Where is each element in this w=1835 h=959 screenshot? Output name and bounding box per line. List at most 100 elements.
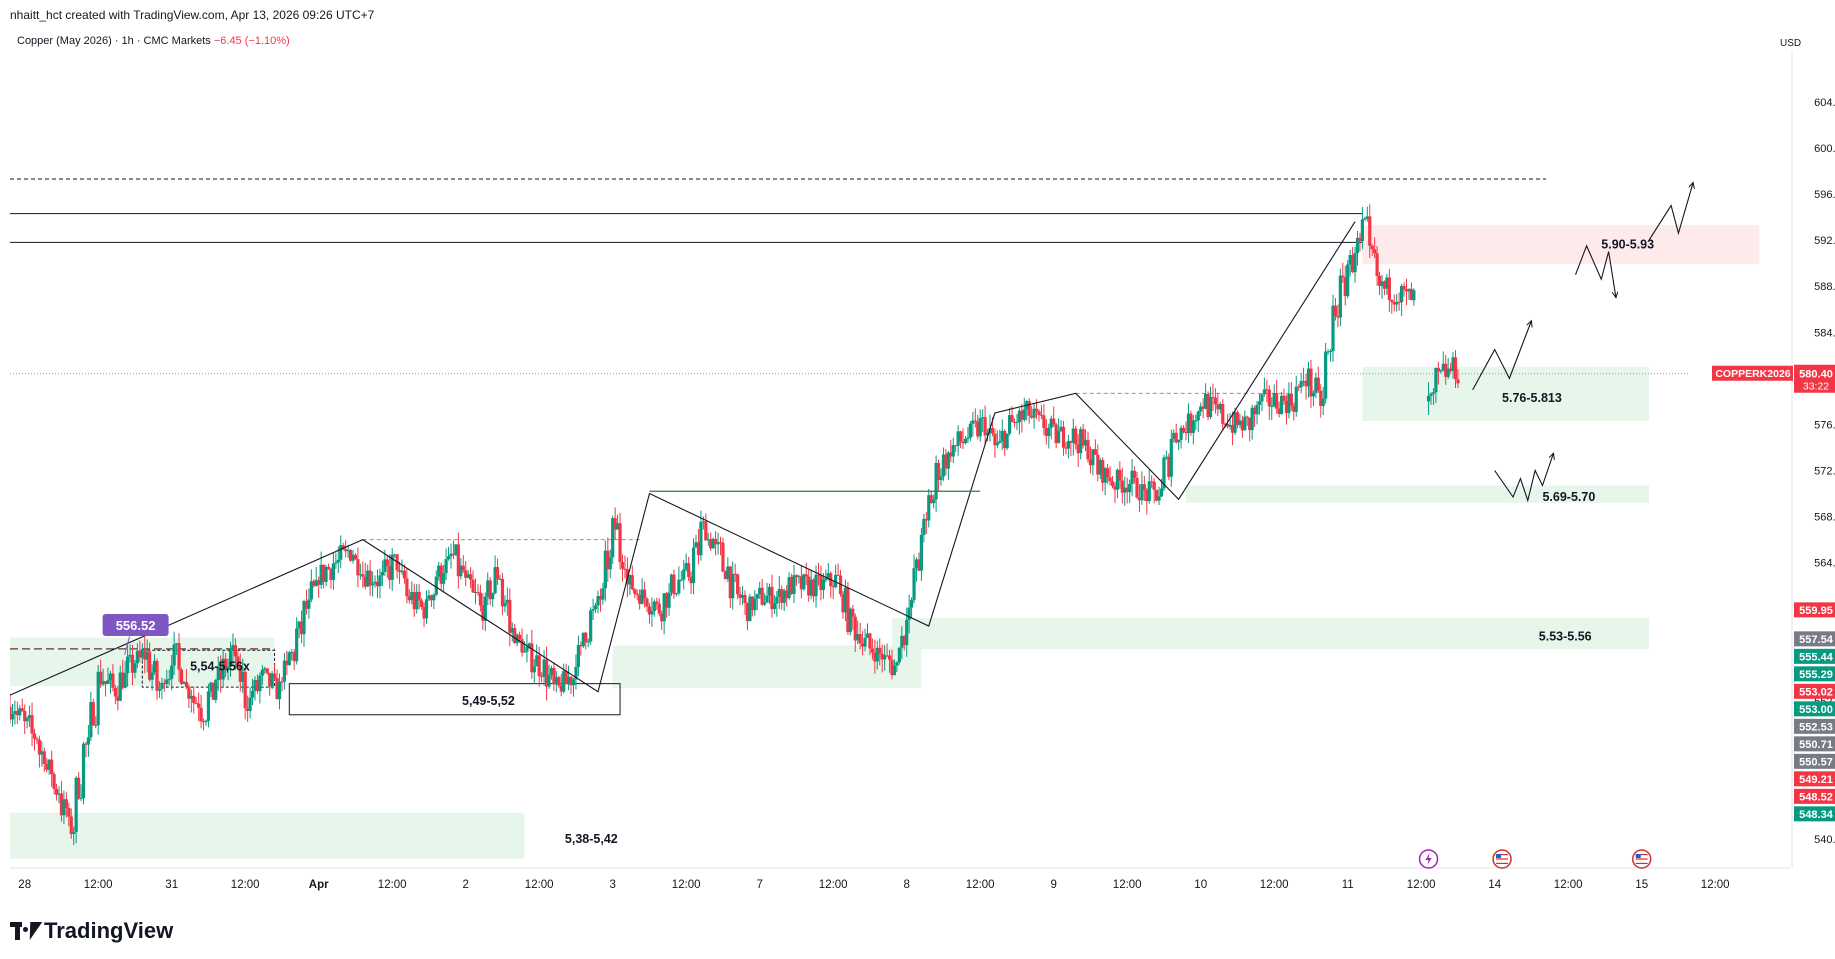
price-label-text: 553.00	[1799, 704, 1833, 716]
x-tick-label: 28	[18, 879, 31, 891]
candle-body	[1213, 397, 1217, 405]
candles-group	[10, 204, 1460, 845]
candle-body	[52, 774, 56, 789]
candle-body	[1365, 216, 1369, 219]
price-label-box	[1794, 631, 1835, 647]
candle-body	[1204, 393, 1208, 409]
candle-body	[645, 598, 649, 607]
candle-body	[214, 680, 218, 700]
candle-body	[155, 660, 159, 691]
candle-body	[1086, 439, 1090, 460]
candle-recent-body	[1453, 357, 1458, 380]
tradingview-brand[interactable]: TradingView	[10, 918, 173, 944]
candle-body	[1377, 276, 1382, 286]
candle-body	[611, 518, 615, 558]
candle-body	[1250, 407, 1254, 431]
candle-body	[258, 675, 262, 692]
projection-path-0	[1472, 321, 1532, 391]
zone-label-4: 5.76-5.813	[1502, 391, 1562, 405]
candle-body	[782, 590, 786, 603]
candle-body	[603, 550, 607, 589]
candle-body	[241, 671, 245, 682]
candle-body	[1265, 389, 1269, 391]
candle-body	[684, 563, 688, 570]
candle-body	[537, 655, 541, 677]
candle-body	[816, 574, 821, 576]
candle-body	[464, 570, 468, 578]
candle-body	[427, 595, 431, 600]
candle-body	[868, 633, 872, 649]
candle-body	[179, 669, 184, 684]
candle-body	[378, 575, 382, 587]
x-tick-label: 31	[165, 879, 178, 891]
candle-body	[1282, 395, 1286, 401]
candle-body	[870, 648, 874, 653]
candle-body	[934, 462, 938, 500]
x-tick-label: 12:00	[525, 879, 554, 891]
candle-body	[10, 706, 12, 720]
y-tick-label: 584.00	[1814, 327, 1835, 339]
last-price-text: 580.40	[1799, 369, 1833, 381]
candle-body	[1069, 440, 1073, 443]
candle-body	[767, 586, 772, 596]
candle-body	[45, 763, 49, 770]
candle-body	[476, 592, 480, 594]
candle-body	[346, 550, 350, 552]
candle-body	[875, 647, 879, 662]
candle-body	[954, 445, 958, 447]
candle-body	[1054, 424, 1058, 444]
marker-badge	[102, 614, 169, 637]
candle-body	[721, 542, 725, 572]
candle-body	[233, 645, 237, 657]
x-tick-label: 7	[756, 879, 762, 891]
price-label-text: 549.21	[1799, 774, 1833, 786]
candle-body	[716, 542, 720, 545]
candle-body	[263, 668, 267, 670]
candle-body	[642, 589, 647, 599]
candle-body	[601, 588, 605, 600]
candle-body	[846, 587, 850, 633]
candle-body	[486, 580, 490, 597]
candle-body	[1032, 408, 1036, 418]
candle-body	[1208, 396, 1213, 418]
candle-body	[880, 653, 884, 660]
candle-body	[10, 714, 15, 720]
candle-body	[819, 575, 823, 591]
candle-body	[175, 643, 179, 645]
x-tick-label: 9	[1050, 879, 1056, 891]
candle-body	[135, 650, 139, 664]
y-tick-label: 588.00	[1814, 281, 1835, 293]
candle-body	[86, 737, 90, 745]
candle-body	[1108, 477, 1112, 482]
candle-body	[718, 542, 723, 544]
candle-body	[932, 499, 936, 504]
candle-body	[437, 565, 441, 577]
candle-body	[917, 559, 921, 571]
candle-body	[567, 676, 571, 685]
candle-body	[238, 665, 242, 682]
candle-body	[148, 651, 152, 680]
candle-body	[1353, 253, 1357, 273]
currency-label[interactable]: USD	[1780, 38, 1802, 49]
symbol-tag-text: COPPERK2026	[1715, 368, 1790, 380]
symbol-legend[interactable]: Copper (May 2026) · 1h · CMC Markets −6.…	[17, 35, 290, 47]
candle-body	[1355, 237, 1360, 254]
candle-body	[1255, 404, 1259, 415]
candle-body	[1363, 218, 1367, 220]
candle-body	[1392, 301, 1396, 305]
candle-body	[204, 720, 208, 723]
candle-body	[275, 678, 279, 700]
candle-body	[579, 644, 583, 647]
candle-body	[216, 667, 220, 681]
zone-label-1: 5,38-5,42	[565, 832, 618, 846]
candle-body	[493, 567, 497, 594]
y-tick-label: 540.00	[1814, 834, 1835, 846]
candle-body	[1093, 449, 1097, 455]
candle-body	[471, 579, 475, 593]
candle-body	[1091, 449, 1095, 466]
candle-body	[1380, 281, 1384, 286]
candle-body	[54, 788, 59, 795]
candle-body	[304, 601, 309, 609]
candle-body	[1358, 237, 1362, 242]
